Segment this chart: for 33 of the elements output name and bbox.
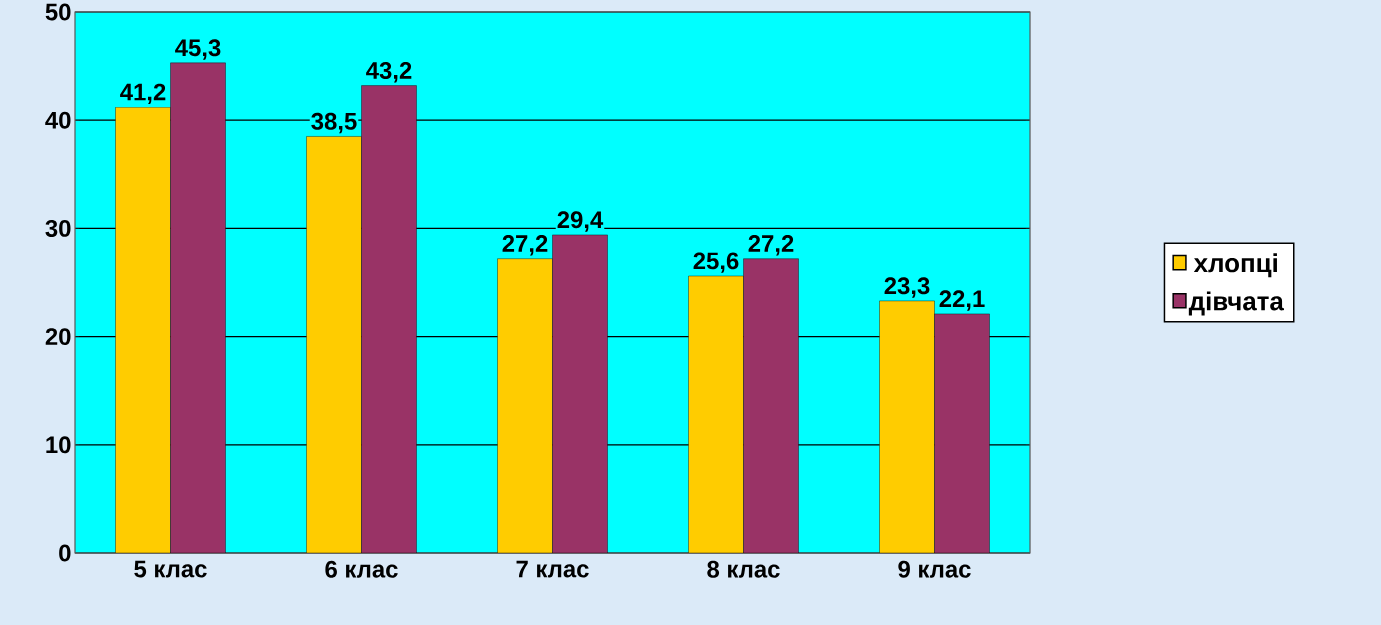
data-label: 41,2 [120, 83, 166, 105]
data-label: 29,4 [557, 211, 604, 232]
bar [115, 107, 171, 553]
y-tick-label: 10 [46, 436, 71, 454]
data-label: 22,1 [939, 290, 985, 311]
bar [879, 300, 935, 553]
x-tick-label: 5 клас [134, 560, 207, 578]
legend-label: хлопці [1193, 253, 1277, 278]
x-tick-label: 9 клас [898, 560, 971, 578]
y-tick-label: 20 [45, 328, 71, 346]
y-tick-label: 50 [45, 3, 71, 21]
bar [170, 62, 226, 553]
legend-label: дівчата [1188, 291, 1284, 316]
y-tick-label: 30 [45, 219, 71, 237]
bar [306, 136, 362, 553]
y-tick-label: 40 [45, 111, 71, 129]
data-label: 27,2 [748, 235, 794, 256]
bar [361, 85, 417, 553]
data-label: 45,3 [175, 39, 221, 60]
data-label: 27,2 [502, 235, 548, 256]
x-tick-label: 7 клас [516, 560, 589, 578]
x-tick-label: 6 клас [325, 560, 398, 578]
bar [688, 275, 744, 553]
bar [743, 258, 799, 553]
y-tick-label: 0 [59, 544, 71, 562]
bar [934, 313, 990, 553]
data-label: 23,3 [884, 277, 930, 298]
bar [497, 258, 553, 553]
data-label: 25,6 [693, 252, 739, 273]
x-tick-label: 8 клас [707, 560, 780, 578]
bar [552, 234, 608, 553]
data-label: 38,5 [311, 112, 357, 134]
data-label: 43,2 [366, 61, 412, 83]
